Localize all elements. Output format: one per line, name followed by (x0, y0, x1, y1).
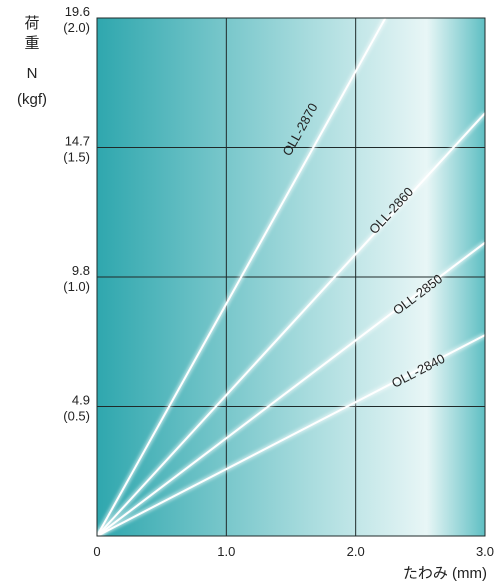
y-tick-sub-label-2: (1.5) (63, 150, 90, 165)
y-tick-sub-label-1: (1.0) (63, 279, 90, 294)
x-tick-label-3: 3.0 (476, 544, 494, 559)
x-tick-label-1: 1.0 (217, 544, 235, 559)
series-line-oll-2840 (96, 334, 486, 537)
y-tick-label-1: 9.8 (72, 263, 90, 278)
y-axis-label-line-0: 荷 (24, 15, 39, 32)
series-line-oll-2870 (96, 17, 387, 537)
y-tick-label-0: 4.9 (72, 393, 90, 408)
x-axis-ticks: 0 1.0 2.0 3.0 (93, 544, 494, 559)
y-axis-label: 荷重N (kgf) (17, 15, 47, 108)
x-tick-label-0: 0 (93, 544, 100, 559)
plot-frame (96, 17, 486, 537)
y-tick-sub-label-0: (0.5) (63, 409, 90, 424)
x-axis-label: たわみ (mm) (403, 565, 487, 582)
x-tick-label-2: 2.0 (347, 544, 365, 559)
y-axis-label-line-2: N (27, 65, 38, 82)
y-axis-label-line-3: (kgf) (17, 91, 47, 108)
y-tick-label-2: 14.7 (65, 134, 90, 149)
y-tick-label-3: 19.6 (65, 4, 90, 19)
grid-lines (97, 18, 485, 536)
series-line-oll-2860 (96, 112, 486, 537)
series-line-oll-2850 (96, 241, 486, 537)
y-axis-ticks: 4.9(0.5) 9.8(1.0) 14.7(1.5) 19.6(2.0) (63, 4, 90, 424)
y-tick-sub-label-3: (2.0) (63, 20, 90, 35)
y-axis-label-line-1: 重 (24, 35, 39, 52)
